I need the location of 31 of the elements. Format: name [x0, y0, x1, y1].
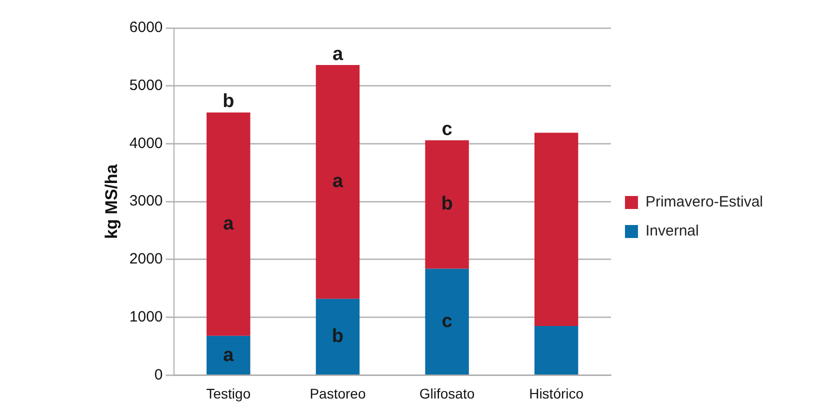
annotation: c [442, 311, 453, 332]
annotation: b [332, 326, 344, 348]
x-tick-label: Glifosato [419, 385, 475, 402]
bar [425, 268, 469, 374]
annotation: b [222, 91, 234, 112]
annotation: c [442, 118, 453, 140]
legend-label: Primavero-Estival [645, 194, 764, 211]
x-tick-label: Testigo [206, 385, 251, 402]
x-tick-label: Histórico [529, 385, 584, 402]
legend-label: Invernal [645, 222, 699, 240]
annotation: a [332, 171, 344, 192]
annotation: a [223, 344, 234, 366]
annotation: a [223, 213, 234, 234]
x-tick-label: Pastoreo [310, 385, 366, 402]
y-axis-title: kg MS/ha [102, 164, 121, 239]
annotation: b [441, 194, 453, 215]
y-tick-label: 5000 [129, 77, 163, 94]
y-tick-label: 3000 [129, 192, 163, 210]
y-tick-label: 4000 [129, 134, 163, 152]
bar [534, 132, 578, 326]
bar [534, 326, 578, 374]
bar [425, 140, 469, 269]
y-tick-label: 1000 [129, 308, 163, 326]
bar [206, 336, 250, 374]
y-tick-label: 0 [154, 366, 163, 384]
y-tick-label: 2000 [129, 250, 163, 268]
annotation: a [332, 44, 344, 65]
y-tick-label: 6000 [129, 19, 163, 36]
bar [206, 112, 250, 336]
bar [316, 65, 360, 299]
bar [316, 298, 360, 374]
